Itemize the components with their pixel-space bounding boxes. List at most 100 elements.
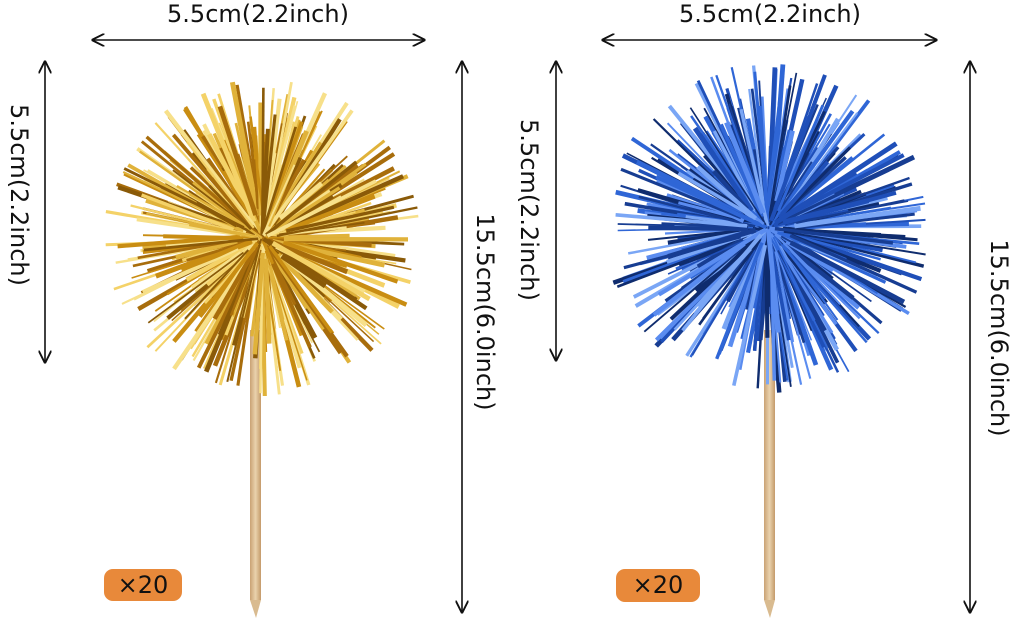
tinsel-strand <box>789 233 918 294</box>
quantity-label: ×20 <box>118 571 169 599</box>
tinsel-strand <box>175 238 238 260</box>
tinsel-strand <box>786 244 855 300</box>
tinsel-strand <box>265 160 358 237</box>
tinsel-strand <box>198 241 260 318</box>
tinsel-strand <box>196 133 253 218</box>
tinsel-strand <box>272 158 306 216</box>
tinsel-strand <box>269 168 326 232</box>
tinsel-strand <box>266 179 377 238</box>
tinsel-strand <box>715 74 763 205</box>
tinsel-strand <box>180 239 253 272</box>
tinsel-strand <box>282 240 399 284</box>
tinsel-strand <box>263 258 272 344</box>
tinsel-strand <box>268 121 304 212</box>
total-height-label: 15.5cm(6.0inch) <box>471 213 499 410</box>
width-label: 5.5cm(2.2inch) <box>167 0 349 28</box>
tinsel-strand <box>774 130 795 202</box>
tinsel-strand <box>705 130 761 212</box>
tinsel-strand <box>696 237 744 269</box>
tinsel-strand <box>267 141 322 227</box>
tinsel-strand <box>265 235 372 248</box>
tinsel-strand <box>667 227 757 259</box>
tinsel-strand <box>208 184 253 231</box>
tinsel-strand <box>123 167 245 229</box>
tinsel-strand <box>796 199 905 225</box>
tinsel-strand <box>786 153 905 218</box>
tinsel-strand <box>260 128 270 235</box>
tinsel-strand <box>184 249 250 320</box>
width-label: 5.5cm(2.2inch) <box>679 0 861 28</box>
tinsel-strand <box>777 184 856 225</box>
tinsel-strand <box>620 167 742 220</box>
tinsel-strand <box>782 112 859 213</box>
quantity-badge <box>616 569 700 602</box>
tinsel-strand <box>769 74 827 222</box>
tinsel-strand <box>794 205 921 229</box>
tinsel-strand <box>795 212 915 230</box>
tinsel-strand <box>689 107 767 226</box>
tinsel-strand <box>229 245 259 317</box>
tinsel-strand <box>667 236 753 275</box>
tinsel-strand <box>789 240 906 305</box>
tinsel-strand <box>200 92 257 223</box>
tinsel-strand <box>261 109 354 237</box>
tinsel-strand <box>692 126 754 213</box>
tinsel-strand <box>783 230 926 256</box>
tinsel-strand <box>777 160 830 219</box>
tinsel-strand <box>677 171 753 218</box>
tinsel-strand <box>781 245 868 344</box>
tinsel-strand <box>236 249 262 353</box>
tinsel-strand <box>712 169 749 211</box>
tinsel-strand <box>715 241 764 360</box>
tinsel-strand <box>719 123 764 218</box>
tinsel-strand <box>140 193 235 232</box>
tinsel-strand <box>269 186 341 234</box>
tinsel-strand <box>616 236 748 288</box>
tinsel-strand <box>764 246 770 338</box>
tinsel-strand <box>698 238 762 326</box>
tinsel-strand <box>143 237 259 252</box>
quantity-badge <box>104 569 182 601</box>
head-height-label: 5.5cm(2.2inch) <box>515 119 543 301</box>
tinsel-strand <box>276 174 404 235</box>
tinsel-strand <box>661 222 747 229</box>
tinsel-strand <box>732 244 768 386</box>
stick <box>250 330 261 618</box>
tinsel-strand <box>696 165 758 221</box>
tinsel-strand <box>280 254 327 289</box>
tinsel-strand <box>252 252 265 355</box>
tinsel-strand <box>648 225 749 232</box>
tinsel-strand <box>268 245 334 334</box>
tinsel-strand <box>268 265 285 321</box>
tinsel-strand <box>186 243 239 262</box>
tinsel-strand <box>249 116 265 211</box>
tinsel-strand <box>186 141 255 229</box>
tinsel-strand <box>765 228 781 333</box>
tinsel-strand <box>278 181 324 220</box>
tinsel-strand <box>226 244 261 383</box>
tinsel-strand <box>214 259 255 384</box>
tinsel-strand <box>655 174 768 230</box>
tinsel-strand <box>772 236 829 349</box>
tinsel-strand <box>767 109 855 228</box>
tinsel-strand <box>638 195 756 228</box>
tinsel-strand <box>774 251 795 343</box>
tinsel-strand <box>652 242 746 317</box>
tinsel-strand <box>774 226 894 245</box>
tinsel-strand <box>284 194 376 233</box>
tinsel-strand <box>693 233 763 316</box>
tinsel-strand <box>758 105 770 226</box>
total-height-label: 15.5cm(6.0inch) <box>985 239 1013 436</box>
tinsel-strand <box>669 229 767 321</box>
tinsel-strand <box>767 85 792 224</box>
tinsel-strand <box>276 252 334 314</box>
tinsel-strand <box>774 233 861 320</box>
tinsel-strand <box>234 122 258 214</box>
tinsel-strand <box>121 248 239 305</box>
tinsel-strand <box>271 263 312 349</box>
tinsel-strand <box>782 198 870 225</box>
tinsel-strand <box>262 164 296 235</box>
tinsel-strand <box>782 226 918 242</box>
tinsel-strand <box>748 88 767 216</box>
